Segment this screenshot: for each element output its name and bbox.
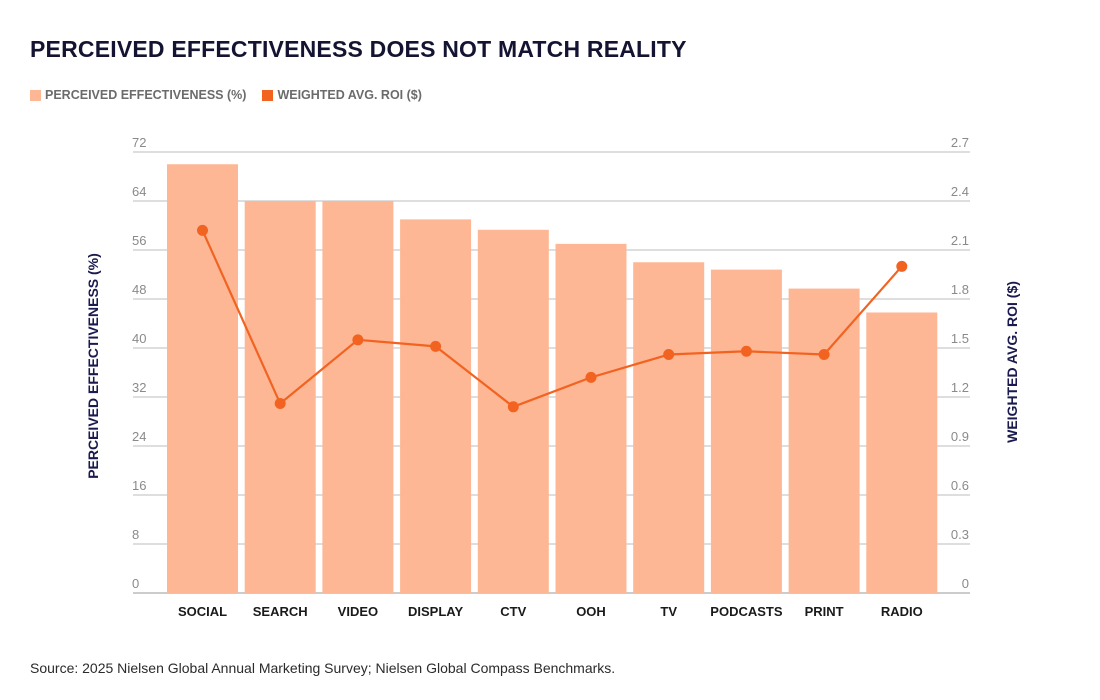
right-tick-label: 1.5 — [951, 331, 969, 346]
left-tick-label: 40 — [132, 331, 146, 346]
legend-swatch-bars — [30, 89, 41, 101]
roi-line-path — [201, 229, 903, 408]
left-tick-label: 56 — [132, 233, 146, 248]
source-note: Source: 2025 Nielsen Global Annual Marke… — [30, 660, 616, 676]
left-axis-title: PERCEIVED EFFECTIVENESS (%) — [85, 253, 101, 479]
left-tick-label: 16 — [132, 478, 146, 493]
legend-label-bars: PERCEIVED EFFECTIVENESS (%) — [45, 88, 247, 102]
roi-point-video — [352, 334, 364, 346]
category-label: PRINT — [805, 604, 844, 619]
left-tick-label: 0 — [132, 576, 139, 591]
category-label: DISPLAY — [408, 604, 463, 619]
legend-item-line: WEIGHTED AVG. ROI ($) — [262, 88, 422, 102]
right-tick-label: 2.4 — [951, 184, 969, 199]
right-tick-label: 2.1 — [951, 233, 969, 248]
right-axis-title: WEIGHTED AVG. ROI ($) — [1004, 281, 1020, 443]
chart-title: PERCEIVED EFFECTIVENESS DOES NOT MATCH R… — [30, 36, 687, 62]
category-label: SEARCH — [253, 604, 308, 619]
category-label: PODCASTS — [710, 604, 783, 619]
bar-search — [244, 201, 316, 593]
left-tick-label: 24 — [132, 429, 146, 444]
category-label: CTV — [500, 604, 526, 619]
roi-point-display — [430, 340, 442, 352]
right-tick-label: 0.3 — [951, 527, 969, 542]
left-tick-label: 72 — [132, 135, 146, 150]
roi-point-search — [274, 398, 286, 410]
right-tick-label: 0.9 — [951, 429, 969, 444]
bar-ooh — [555, 243, 627, 593]
left-tick-label: 64 — [132, 184, 146, 199]
bar-display — [400, 219, 472, 593]
right-tick-label: 1.8 — [951, 282, 969, 297]
category-label: TV — [660, 604, 677, 619]
roi-point-social — [197, 224, 208, 236]
left-tick-label: 48 — [132, 282, 146, 297]
right-tick-label: 0 — [962, 576, 969, 591]
roi-line — [197, 224, 908, 413]
bar-print — [788, 288, 860, 593]
right-tick-label: 0.6 — [951, 478, 969, 493]
roi-point-ctv — [507, 401, 519, 413]
right-tick-label: 1.2 — [951, 380, 969, 395]
category-label: SOCIAL — [178, 604, 227, 619]
roi-point-podcasts — [740, 345, 752, 357]
bar-tv — [633, 262, 705, 593]
left-tick-label: 32 — [132, 380, 146, 395]
right-tick-label: 2.7 — [951, 135, 969, 150]
category-label: VIDEO — [338, 604, 378, 619]
legend-item-bars: PERCEIVED EFFECTIVENESS (%) — [30, 88, 246, 102]
axis-labels: 0 0 8 0.3 16 0.6 24 0.9 32 1.2 40 1.5 48 1.8 56 2.1 64 2.… — [132, 135, 969, 619]
bar-radio — [866, 312, 938, 593]
roi-point-radio — [896, 260, 908, 272]
legend-swatch-line — [262, 89, 274, 101]
left-tick-label: 8 — [132, 527, 139, 542]
category-label: RADIO — [881, 604, 923, 619]
legend-label-line: WEIGHTED AVG. ROI ($) — [277, 88, 422, 102]
bars — [167, 164, 938, 593]
roi-point-ooh — [585, 371, 597, 383]
roi-point-tv — [663, 349, 675, 361]
bar-podcasts — [710, 269, 782, 593]
bar-video — [322, 201, 394, 593]
roi-point-print — [818, 349, 830, 361]
legend: PERCEIVED EFFECTIVENESS (%) WEIGHTED AVG… — [30, 88, 438, 102]
category-label: OOH — [576, 604, 606, 619]
